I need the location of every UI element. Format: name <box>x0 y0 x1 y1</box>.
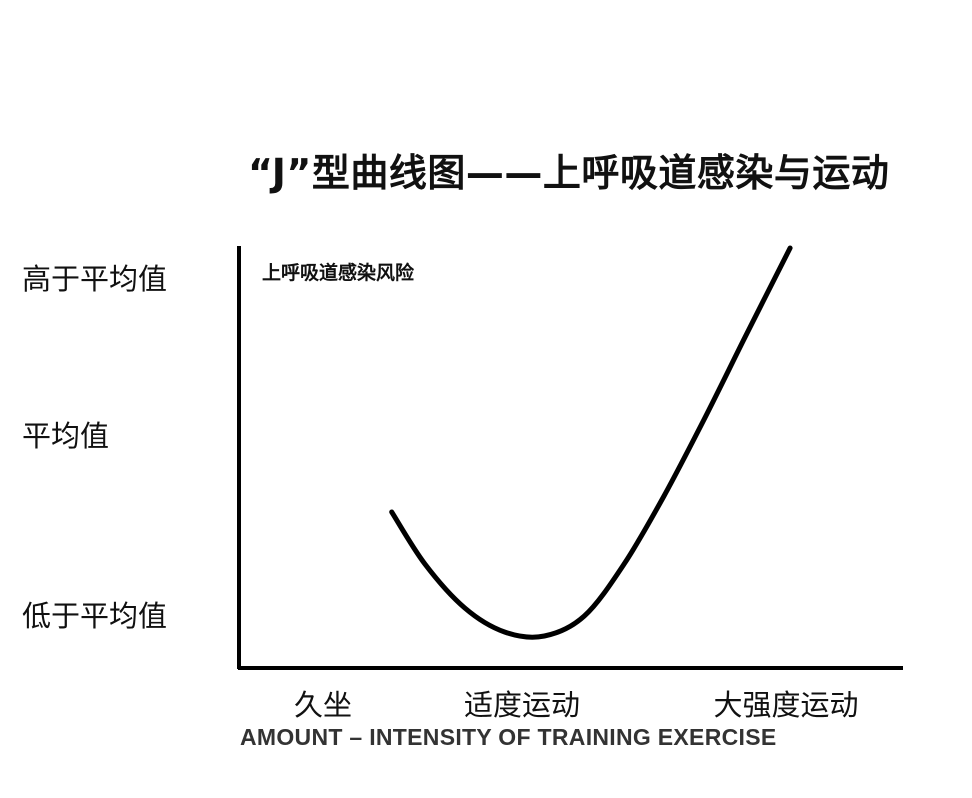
y-tick-high: 高于平均值 <box>22 262 168 296</box>
y-tick-average: 平均值 <box>22 419 110 453</box>
x-tick-moderate: 适度运动 <box>463 688 581 722</box>
x-tick-sedentary: 久坐 <box>293 688 353 722</box>
y-axis-label: 上呼吸道感染风险 <box>262 262 415 284</box>
chart-title: “J”型曲线图——上呼吸道感染与运动 <box>248 151 890 195</box>
x-axis-label: AMOUNT – INTENSITY OF TRAINING EXERCISE <box>240 724 777 750</box>
x-tick-intense: 大强度运动 <box>713 688 859 722</box>
series-line <box>389 245 793 640</box>
y-tick-low: 低于平均值 <box>22 599 168 633</box>
